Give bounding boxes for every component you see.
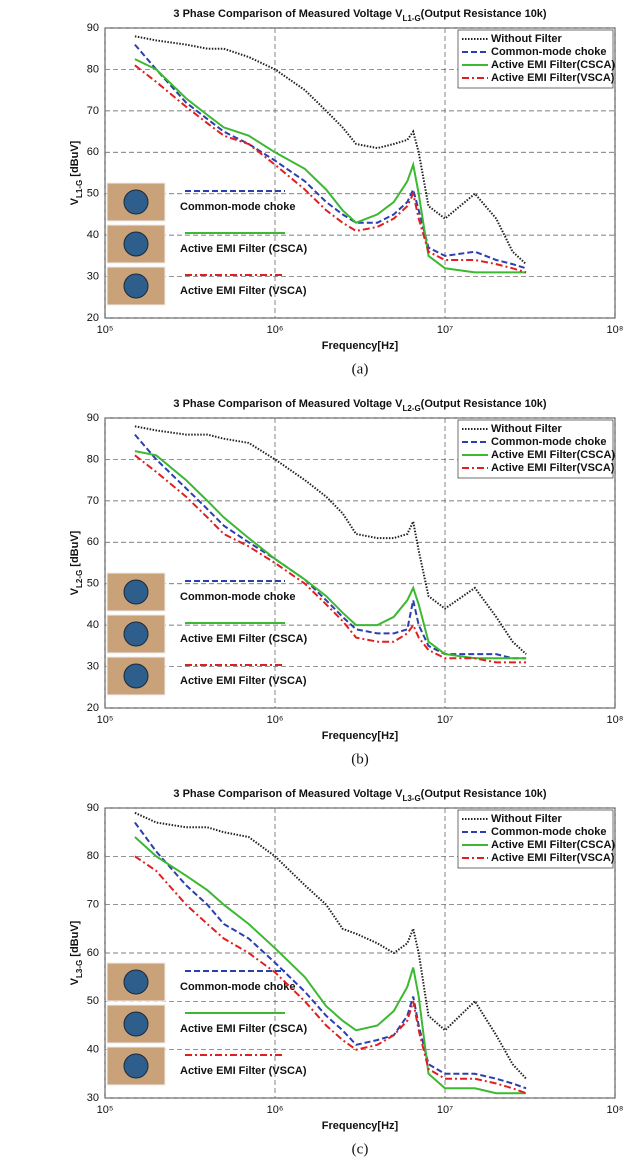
x-tick-label: 10⁶: [267, 1104, 284, 1116]
legend-label: Active EMI Filter(CSCA): [491, 59, 615, 71]
inset-device: [124, 664, 148, 688]
inset-device: [124, 970, 148, 994]
inset-label: Active EMI Filter (CSCA): [180, 243, 307, 255]
text-part: L3-G: [402, 794, 420, 803]
x-axis-label: Frequency[Hz]: [322, 730, 399, 742]
y-tick-label: 30: [87, 1092, 99, 1104]
y-tick-label: 70: [87, 105, 99, 117]
y-tick-label: 40: [87, 229, 99, 241]
inset-device: [124, 622, 148, 646]
y-tick-label: 50: [87, 188, 99, 200]
inset-device: [124, 274, 148, 298]
y-tick-label: 90: [87, 802, 99, 814]
y-tick-label: 80: [87, 63, 99, 75]
legend-label: Active EMI Filter(VSCA): [491, 852, 615, 864]
text-part: [dBuV]: [69, 140, 81, 179]
x-tick-label: 10⁶: [267, 324, 284, 336]
inset-label: Active EMI Filter (VSCA): [180, 675, 307, 687]
y-tick-label: 50: [87, 995, 99, 1007]
legend-label: Active EMI Filter(VSCA): [491, 72, 615, 84]
text-part: L2-G: [402, 404, 420, 413]
x-tick-label: 10⁶: [267, 714, 284, 726]
x-axis-label: Frequency[Hz]: [322, 1120, 399, 1132]
caption: (c): [352, 1141, 369, 1157]
legend-label: Active EMI Filter(CSCA): [491, 839, 615, 851]
y-tick-label: 80: [87, 850, 99, 862]
legend-label: Without Filter: [491, 813, 562, 825]
x-tick-label: 10⁷: [437, 324, 453, 336]
y-axis-label: VL3-G [dBuV]: [69, 920, 84, 985]
inset-label: Common-mode choke: [180, 591, 296, 603]
y-tick-label: 40: [87, 1044, 99, 1056]
text-part: 3 Phase Comparison of Measured Voltage V: [173, 398, 403, 410]
text-part: (Output Resistance 10k): [421, 788, 547, 800]
y-tick-label: 40: [87, 619, 99, 631]
x-tick-label: 10⁸: [607, 1104, 624, 1116]
inset-device: [124, 190, 148, 214]
y-tick-label: 30: [87, 660, 99, 672]
y-tick-label: 50: [87, 578, 99, 590]
y-tick-label: 90: [87, 22, 99, 34]
y-tick-label: 70: [87, 899, 99, 911]
chart-title: 3 Phase Comparison of Measured Voltage V…: [173, 8, 547, 23]
y-tick-label: 60: [87, 947, 99, 959]
inset-label: Active EMI Filter (VSCA): [180, 285, 307, 297]
y-tick-label: 60: [87, 536, 99, 548]
y-tick-label: 80: [87, 453, 99, 465]
inset-device: [124, 1054, 148, 1078]
text-part: (Output Resistance 10k): [421, 8, 547, 20]
x-axis-label: Frequency[Hz]: [322, 340, 399, 352]
inset-label: Active EMI Filter (CSCA): [180, 1023, 307, 1035]
y-axis-label: VL1-G [dBuV]: [69, 140, 84, 205]
caption: (a): [352, 361, 369, 377]
y-tick-label: 30: [87, 270, 99, 282]
x-tick-label: 10⁷: [437, 1104, 453, 1116]
x-tick-label: 10⁵: [97, 324, 114, 336]
y-tick-label: 90: [87, 412, 99, 424]
y-axis-label: VL2-G [dBuV]: [69, 530, 84, 595]
x-tick-label: 10⁵: [97, 1104, 114, 1116]
chart-title: 3 Phase Comparison of Measured Voltage V…: [173, 788, 547, 803]
text-part: L2-G: [75, 570, 84, 588]
text-part: 3 Phase Comparison of Measured Voltage V: [173, 8, 403, 20]
text-part: L1-G: [402, 14, 420, 23]
inset-device: [124, 1012, 148, 1036]
text-part: 3 Phase Comparison of Measured Voltage V: [173, 788, 403, 800]
y-tick-label: 70: [87, 495, 99, 507]
text-part: L3-G: [75, 960, 84, 978]
inset-device: [124, 580, 148, 604]
x-tick-label: 10⁸: [607, 714, 624, 726]
y-tick-label: 20: [87, 312, 99, 324]
legend-label: Active EMI Filter(VSCA): [491, 462, 615, 474]
inset-label: Common-mode choke: [180, 981, 296, 993]
inset-label: Active EMI Filter (VSCA): [180, 1065, 307, 1077]
text-part: (Output Resistance 10k): [421, 398, 547, 410]
text-part: L1-G: [75, 180, 84, 198]
x-tick-label: 10⁷: [437, 714, 453, 726]
y-tick-label: 20: [87, 702, 99, 714]
inset-label: Active EMI Filter (CSCA): [180, 633, 307, 645]
legend-label: Without Filter: [491, 33, 562, 45]
inset-label: Common-mode choke: [180, 201, 296, 213]
legend-label: Common-mode choke: [491, 46, 607, 58]
legend-label: Without Filter: [491, 423, 562, 435]
inset-device: [124, 232, 148, 256]
y-tick-label: 60: [87, 146, 99, 158]
figure: 3 Phase Comparison of Measured Voltage V…: [0, 0, 627, 1170]
legend-label: Common-mode choke: [491, 826, 607, 838]
chart-title: 3 Phase Comparison of Measured Voltage V…: [173, 398, 547, 413]
caption: (b): [351, 751, 369, 767]
text-part: [dBuV]: [69, 920, 81, 959]
legend-label: Active EMI Filter(CSCA): [491, 449, 615, 461]
x-tick-label: 10⁵: [97, 714, 114, 726]
x-tick-label: 10⁸: [607, 324, 624, 336]
text-part: [dBuV]: [69, 530, 81, 569]
legend-label: Common-mode choke: [491, 436, 607, 448]
